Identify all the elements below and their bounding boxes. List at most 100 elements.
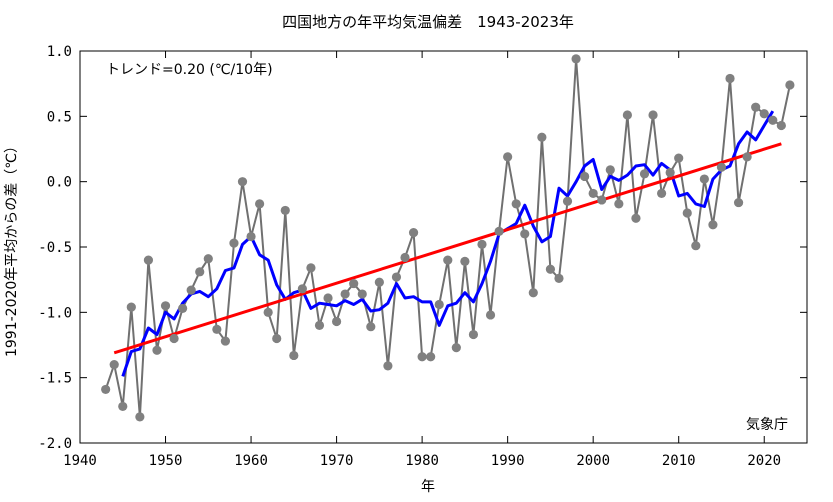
annual-anomaly-point (263, 307, 273, 317)
annual-anomaly-point (101, 384, 111, 395)
x-tick-label: 1960 (234, 453, 268, 469)
annual-anomaly-point (331, 316, 342, 327)
x-tick-label: 2010 (662, 453, 696, 469)
annual-anomaly-point (451, 343, 461, 353)
x-tick-label: 1940 (63, 453, 97, 469)
source-annotation: 気象庁 (746, 417, 788, 433)
annual-anomaly-point (785, 80, 795, 90)
x-tick-label: 2020 (747, 453, 781, 469)
annual-anomaly-point (434, 299, 444, 310)
annual-anomaly-point (246, 231, 256, 242)
annual-anomaly-point (477, 239, 487, 249)
annual-anomaly-point (682, 208, 692, 218)
annual-anomaly-point (255, 199, 265, 209)
annual-anomaly-point (571, 54, 581, 64)
annual-anomaly-point (674, 153, 684, 163)
annual-anomaly-point (468, 329, 479, 340)
y-tick-label: 0.5 (47, 109, 72, 125)
annual-anomaly-point (545, 264, 556, 274)
x-tick-label: 1990 (491, 453, 525, 469)
trend-annotation: トレンド=0.20 (℃/10年) (106, 62, 273, 78)
annual-anomaly-point (554, 273, 564, 283)
annual-anomaly-point (597, 195, 607, 205)
y-tick-label: 0.0 (47, 175, 72, 191)
annual-anomaly-point (742, 152, 752, 162)
annual-anomaly-point (716, 162, 727, 172)
annual-anomaly-point (631, 213, 641, 223)
annual-anomaly-point (725, 73, 735, 84)
annual-anomaly-point (178, 303, 188, 314)
annual-anomaly-point (391, 272, 402, 282)
chart-title: 四国地方の年平均気温偏差 1943-2023年 (282, 13, 574, 31)
annual-anomaly-point (280, 205, 290, 216)
annual-anomaly-point (340, 289, 350, 299)
annual-anomaly-point (357, 289, 367, 299)
annual-anomaly-point (511, 199, 521, 209)
annual-anomaly-point (759, 109, 769, 119)
x-axis-label: 年 (421, 479, 435, 495)
annual-anomaly-line (104, 58, 791, 417)
annual-anomaly-point (186, 285, 196, 295)
annual-anomaly-point (212, 324, 222, 334)
annual-anomaly-point (417, 352, 427, 362)
annual-anomaly-point (443, 255, 453, 265)
annual-anomaly-point (580, 171, 590, 182)
annual-anomaly-point (657, 188, 667, 199)
annual-anomaly-point (605, 165, 615, 175)
annual-anomaly-point (374, 277, 384, 287)
y-tick-label: -0.5 (38, 240, 72, 256)
annual-anomaly-point (768, 115, 778, 125)
moving-average-line (121, 110, 775, 377)
annual-anomaly-point (220, 336, 230, 346)
annual-anomaly-point (143, 255, 154, 265)
annual-anomaly-point (118, 401, 128, 412)
trend-line (113, 142, 782, 355)
annual-anomaly-point (169, 333, 179, 344)
annual-anomaly-point (152, 345, 162, 355)
annual-anomaly-point (520, 229, 530, 239)
annual-anomaly-point (383, 361, 393, 371)
annual-anomaly-point (751, 102, 761, 112)
annual-anomaly-point (400, 252, 410, 263)
annual-anomaly-point (135, 412, 145, 422)
annual-anomaly-point (503, 152, 513, 162)
annual-anomaly-point (426, 352, 436, 362)
annual-anomaly-point (289, 350, 299, 361)
annual-anomaly-point (588, 188, 598, 199)
annual-anomaly-point (160, 301, 171, 311)
annual-anomaly-point (622, 110, 632, 120)
annual-anomaly-point (126, 302, 136, 312)
annual-anomaly-point (485, 310, 496, 320)
annual-anomaly-point (349, 278, 359, 289)
annual-anomaly-point (323, 293, 333, 303)
annual-anomaly-point (203, 254, 213, 264)
annual-anomaly-point (614, 199, 624, 209)
y-tick-label: -2.0 (38, 436, 72, 452)
annual-anomaly-point (306, 263, 316, 273)
annual-anomaly-point (229, 238, 239, 248)
annual-anomaly-point (562, 196, 573, 206)
annual-anomaly-point (708, 220, 718, 230)
annual-anomaly-point (639, 169, 650, 179)
annual-anomaly-point (691, 241, 701, 251)
x-tick-label: 1950 (149, 453, 183, 469)
annual-anomaly-point (494, 226, 504, 236)
annual-anomaly-point (699, 174, 709, 184)
annual-anomaly-point (297, 284, 307, 294)
y-axis-label: 1991-2020年平均からの差（℃） (4, 139, 20, 357)
annual-anomaly-point (408, 228, 419, 238)
annual-anomaly-point (528, 288, 538, 298)
annual-anomaly-point (366, 322, 376, 332)
annual-anomaly-point (272, 333, 282, 344)
y-tick-label: -1.0 (38, 305, 72, 321)
annual-anomaly-point (109, 360, 119, 370)
y-tick-label: -1.5 (38, 371, 72, 387)
annual-anomaly-point (314, 320, 325, 330)
annual-anomaly-point (648, 110, 658, 120)
annual-anomaly-point (237, 177, 248, 187)
annual-anomaly-point (733, 197, 744, 208)
annual-anomaly-point (460, 256, 470, 266)
x-tick-label: 1970 (320, 453, 354, 469)
